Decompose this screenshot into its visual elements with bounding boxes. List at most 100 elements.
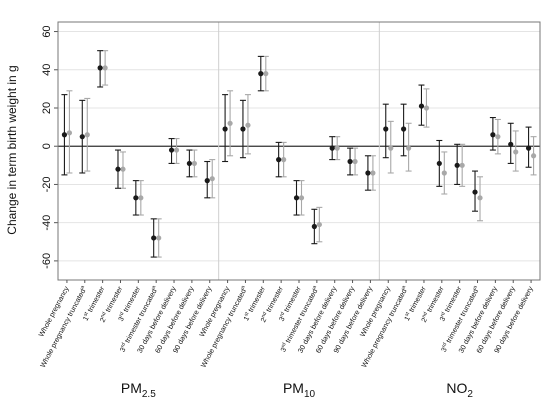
first-estimate-point xyxy=(151,235,157,241)
category-label-sup: a xyxy=(311,285,318,290)
second-estimate-point xyxy=(245,122,251,128)
first-estimate-point xyxy=(79,134,85,140)
category-label-sup: a xyxy=(240,285,247,290)
y-tick-label: 20 xyxy=(41,102,53,114)
category-label-sup: nd xyxy=(260,311,268,319)
second-estimate-point xyxy=(191,160,197,167)
second-estimate-point xyxy=(209,176,215,182)
panel-label-sub: 2.5 xyxy=(142,389,156,400)
second-estimate-point xyxy=(388,145,394,151)
panel-label: PM2.5 xyxy=(121,380,156,400)
category-label-sup: rd xyxy=(441,342,448,349)
panel-label-main: NO xyxy=(446,380,467,396)
second-estimate-point xyxy=(102,65,108,71)
first-estimate-point xyxy=(204,178,210,184)
second-estimate-point xyxy=(66,130,73,136)
category-label-text: 1 xyxy=(241,315,251,323)
second-estimate-point xyxy=(84,132,90,138)
second-estimate-point xyxy=(441,170,447,176)
y-tick-label: 40 xyxy=(41,64,53,76)
y-tick-label: -60 xyxy=(41,253,53,269)
first-estimate-point xyxy=(293,195,300,201)
category-label-text: 1 xyxy=(81,315,91,323)
category-label-text: 3 xyxy=(278,346,288,354)
second-estimate-point xyxy=(138,195,144,201)
panel-label-main: PM xyxy=(121,380,142,396)
first-estimate-point xyxy=(276,157,282,163)
first-estimate-point xyxy=(525,145,532,151)
category-label-text: 3 xyxy=(439,346,449,354)
second-estimate-point xyxy=(227,120,233,126)
category-label-sup: a xyxy=(79,285,86,290)
y-tick-label: 60 xyxy=(41,25,53,37)
category-label-text: 2 xyxy=(98,316,108,324)
category-label-sup: rd xyxy=(439,311,446,318)
panel-label: PM10 xyxy=(283,380,316,400)
y-axis-title: Change in term birth weight in g xyxy=(5,65,19,234)
first-estimate-point xyxy=(365,170,371,176)
second-estimate-point xyxy=(459,162,465,168)
category-label-sup: st xyxy=(243,311,250,318)
first-estimate-point xyxy=(454,162,460,168)
second-estimate-point xyxy=(298,195,305,201)
second-estimate-point xyxy=(406,145,412,151)
panel-label-sub: 2 xyxy=(467,389,473,400)
second-estimate-point xyxy=(513,149,519,155)
first-estimate-point xyxy=(133,195,139,201)
second-estimate-point xyxy=(530,153,537,159)
category-label-sup: rd xyxy=(120,342,127,349)
first-estimate-point xyxy=(311,223,317,230)
first-estimate-point xyxy=(329,145,335,151)
category-label-text: 2 xyxy=(419,316,429,324)
category-label-sup: st xyxy=(83,311,90,318)
first-estimate-point xyxy=(61,132,68,138)
category-label-text: 2 xyxy=(258,316,268,324)
first-estimate-point xyxy=(508,141,514,147)
category-label-sup: rd xyxy=(279,311,286,318)
second-estimate-point xyxy=(352,158,358,165)
first-estimate-point xyxy=(97,65,103,71)
category-label-sup: a xyxy=(472,285,479,290)
second-estimate-point xyxy=(316,221,322,228)
first-estimate-point xyxy=(347,158,353,165)
category-label-sup: a xyxy=(401,285,408,290)
second-estimate-point xyxy=(334,145,340,151)
first-estimate-point xyxy=(258,71,264,77)
second-estimate-point xyxy=(263,71,269,77)
category-label-text: 1 xyxy=(402,315,412,323)
first-estimate-point xyxy=(115,166,121,172)
first-estimate-point xyxy=(222,126,228,132)
category-label-sup: nd xyxy=(421,311,429,319)
second-estimate-point xyxy=(370,170,376,176)
category-label-sup: rd xyxy=(280,342,287,349)
category-label-sup: rd xyxy=(118,311,125,318)
y-tick-label: 0 xyxy=(41,143,53,149)
first-estimate-point xyxy=(490,132,496,138)
category-label-text: 3 xyxy=(277,315,287,323)
second-estimate-point xyxy=(423,105,430,111)
first-estimate-point xyxy=(418,103,425,109)
second-estimate-point xyxy=(495,134,501,140)
category-label-sup: a xyxy=(151,285,158,290)
category-label-sup: st xyxy=(404,311,411,318)
second-estimate-point xyxy=(120,166,126,172)
panel-label-sub: 10 xyxy=(304,389,316,400)
first-estimate-point xyxy=(168,147,175,153)
first-estimate-point xyxy=(240,126,246,132)
y-tick-label: -20 xyxy=(41,176,53,192)
panel-label: NO2 xyxy=(446,380,473,400)
second-estimate-point xyxy=(281,157,287,163)
category-label-text: 3 xyxy=(437,315,447,323)
second-estimate-point xyxy=(156,235,162,241)
first-estimate-point xyxy=(186,160,192,167)
category-label-sup: nd xyxy=(100,311,108,319)
category-label-text: 3 xyxy=(118,346,128,354)
first-estimate-point xyxy=(383,126,389,132)
y-tick-label: -40 xyxy=(41,215,53,231)
first-estimate-point xyxy=(472,189,478,195)
second-estimate-point xyxy=(477,195,483,201)
second-estimate-point xyxy=(173,147,180,153)
